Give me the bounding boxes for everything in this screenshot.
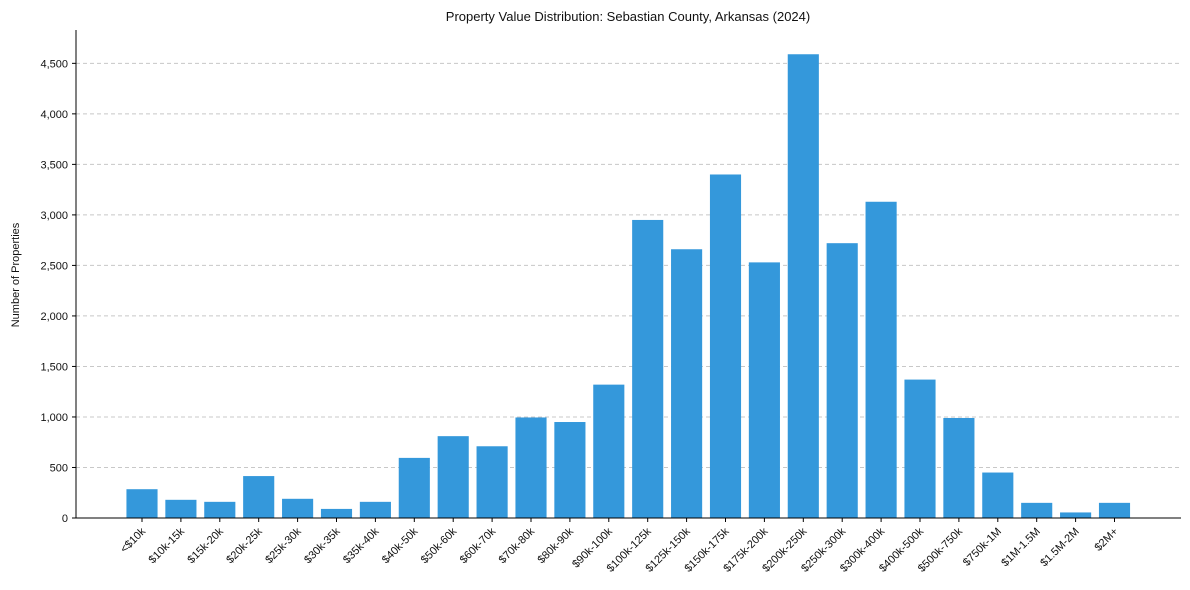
bar	[359, 501, 391, 518]
bar	[398, 457, 430, 518]
bar	[865, 201, 897, 519]
x-tick-label: $20k-25k	[224, 525, 265, 566]
x-tick-label: $1.5M-2M	[1038, 526, 1082, 570]
bar	[204, 501, 236, 518]
bar	[126, 489, 158, 518]
x-tick-label: $70k-80k	[497, 525, 538, 566]
bar	[320, 508, 353, 518]
y-axis-ticks: 0 500 1,000 1,500 2,000 2,500 3,000 3,500 4,000 4…	[40, 58, 76, 525]
bar	[515, 417, 547, 518]
bar	[1060, 512, 1092, 518]
x-tick-label: $80k-90k	[536, 525, 577, 566]
y-tick-label: 1,500	[40, 361, 68, 373]
bar	[554, 422, 586, 518]
bar	[632, 219, 664, 518]
bar	[243, 476, 275, 518]
y-tick-label: 4,000	[40, 109, 68, 121]
x-tick-label: $50k-60k	[419, 525, 460, 566]
chart-title: Property Value Distribution: Sebastian C…	[446, 9, 810, 24]
y-tick-label: 0	[62, 513, 68, 525]
x-tick-label: $35k-40k	[341, 525, 382, 566]
bar	[904, 379, 936, 518]
bar	[943, 417, 975, 518]
y-tick-label: 1,000	[40, 412, 68, 424]
x-tick-label: $15k-20k	[185, 525, 226, 566]
x-tick-label: $750k-1M	[961, 526, 1004, 569]
bar	[437, 436, 469, 518]
bar	[671, 249, 703, 518]
gridlines	[76, 62, 1181, 468]
bar	[982, 472, 1014, 518]
bar	[709, 174, 742, 518]
y-tick-label: 3,500	[40, 159, 68, 171]
x-tick-label: $25k-30k	[263, 525, 304, 566]
y-tick-label: 3,000	[40, 210, 68, 222]
x-tick-label: $30k-35k	[302, 525, 343, 566]
bar	[476, 446, 508, 518]
bar	[1021, 502, 1053, 518]
x-tick-label: $1M-1.5M	[999, 526, 1043, 570]
bar	[748, 262, 780, 518]
bar	[826, 243, 858, 518]
bar	[787, 54, 819, 519]
bar	[165, 499, 197, 518]
y-tick-label: 4,500	[40, 58, 68, 70]
bar	[1098, 502, 1131, 518]
x-tick-label: <$10k	[118, 525, 148, 555]
y-axis-label: Number of Properties	[10, 222, 22, 327]
bars	[126, 54, 1131, 519]
x-tick-label: $40k-50k	[380, 525, 421, 566]
x-tick-label: $10k-15k	[147, 525, 188, 566]
x-tick-label: $2M+	[1092, 526, 1120, 554]
x-axis-ticks: <$10k$10k-15k$15k-20k$20k-25k$25k-30k$30…	[118, 518, 1121, 575]
bar	[282, 498, 314, 518]
y-tick-label: 500	[50, 462, 68, 474]
y-tick-label: 2,000	[40, 311, 68, 323]
y-tick-label: 2,500	[40, 260, 68, 272]
x-tick-label: $60k-70k	[458, 525, 499, 566]
bar	[593, 384, 625, 518]
